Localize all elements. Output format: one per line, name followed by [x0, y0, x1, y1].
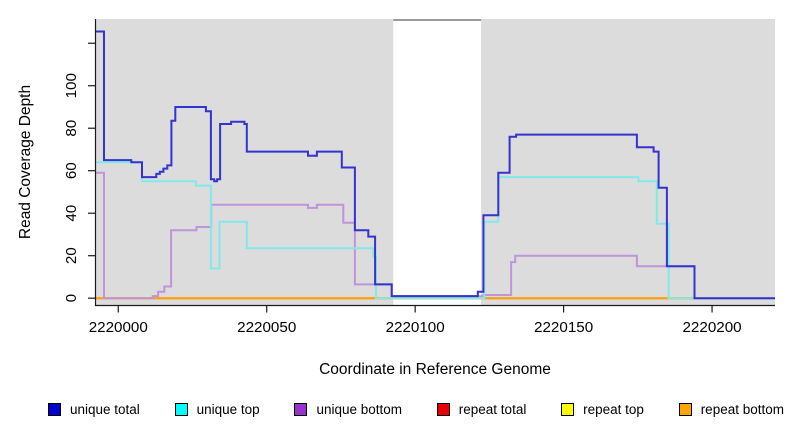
svg-text:60: 60 [63, 162, 80, 179]
legend-item-unique-total: unique total [48, 402, 140, 417]
legend-label: repeat bottom [700, 401, 784, 417]
svg-text:2220000: 2220000 [89, 319, 148, 336]
svg-text:20: 20 [63, 247, 80, 264]
coverage-series-lines [96, 30, 775, 300]
legend-item-repeat-total: repeat total [436, 401, 527, 417]
svg-text:0: 0 [63, 294, 80, 302]
coverage-chart: 2220000 2220050 2220100 2220150 2220200 0 20 40… [17, 19, 775, 378]
legend-item-repeat-bottom: repeat bottom [678, 401, 784, 417]
legend-item-unique-bottom: unique bottom [294, 402, 402, 417]
svg-text:2220100: 2220100 [386, 319, 445, 336]
unique-top-swatch-icon [174, 402, 188, 416]
series-unique-total [96, 30, 775, 300]
repeat-top-swatch-icon [561, 402, 575, 416]
svg-text:100: 100 [63, 73, 80, 98]
y-axis-title: Read Coverage Depth [17, 85, 34, 239]
svg-text:2220200: 2220200 [682, 319, 741, 336]
legend-label: repeat total [458, 401, 527, 417]
x-axis-title: Coordinate in Reference Genome [319, 361, 551, 378]
legend: unique total unique top unique bottom re… [48, 397, 784, 421]
axes [88, 19, 775, 313]
masked-gap-region [393, 19, 482, 305]
legend-label: unique top [196, 401, 260, 417]
repeat-bottom-swatch-icon [678, 402, 692, 416]
legend-label: repeat top [583, 401, 644, 417]
repeat-total-swatch-icon [436, 402, 450, 416]
svg-text:2220050: 2220050 [237, 319, 296, 336]
svg-text:80: 80 [63, 120, 80, 137]
legend-label: unique total [70, 401, 140, 417]
tick-labels: 2220000 2220050 2220100 2220150 2220200 0 20 40… [63, 73, 742, 336]
legend-label: unique bottom [316, 401, 402, 417]
legend-item-repeat-top: repeat top [561, 402, 644, 417]
series-unique-bottom [96, 171, 775, 300]
svg-text:2220150: 2220150 [534, 319, 593, 336]
legend-item-unique-top: unique top [174, 401, 260, 417]
unique-bottom-swatch-icon [294, 402, 308, 416]
svg-text:40: 40 [63, 205, 80, 222]
unique-total-swatch-icon [48, 402, 61, 416]
